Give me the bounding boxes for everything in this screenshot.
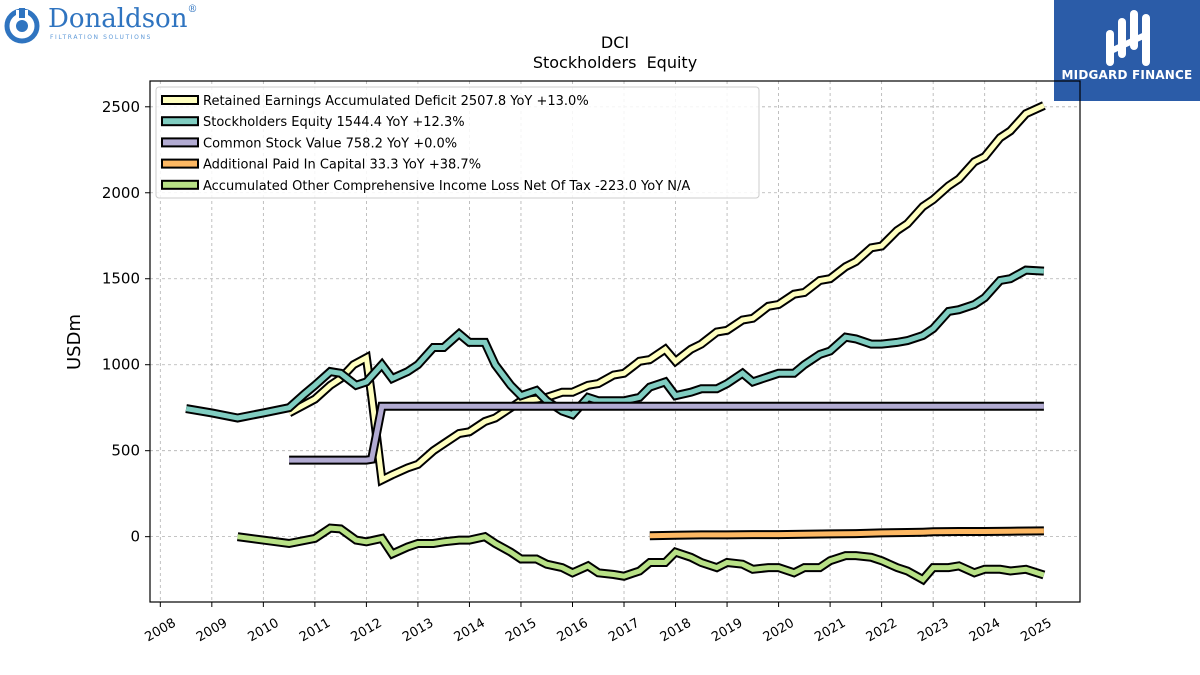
y-axis-ticks: 0 500 1000 1500 2000 2500 <box>102 98 150 546</box>
donaldson-logo-wordmark: Donaldson® <box>48 4 198 34</box>
series-lines <box>185 101 1046 586</box>
x-tick-label: 2011 <box>297 616 333 646</box>
chart-title: DCI <box>601 33 629 52</box>
x-tick-label: 2021 <box>812 616 848 646</box>
legend-swatch-4 <box>161 179 199 190</box>
x-tick-label: 2025 <box>1018 616 1054 646</box>
legend-box <box>155 86 760 199</box>
legend-label-2: Common Stock Value 758.2 YoY +0.0% <box>203 136 457 151</box>
x-tick-label: 2012 <box>349 616 385 646</box>
legend-swatch-0 <box>161 95 199 105</box>
y-tick-label: 0 <box>130 528 140 546</box>
x-tick-label: 2013 <box>400 616 436 646</box>
x-tick-label: 2017 <box>606 616 642 646</box>
legend-label-1: Stockholders Equity 1544.4 YoY +12.3% <box>203 115 465 130</box>
registered-mark: ® <box>187 4 198 15</box>
legend: Retained Earnings Accumulated Deficit 25… <box>155 86 760 199</box>
legend-label-0: Retained Earnings Accumulated Deficit 25… <box>203 94 589 109</box>
x-tick-label: 2014 <box>452 616 488 646</box>
midgard-logo-icon <box>1106 10 1150 66</box>
x-tick-label: 2023 <box>915 616 951 646</box>
x-tick-label: 2019 <box>709 616 745 646</box>
y-tick-label: 2000 <box>102 184 140 202</box>
x-axis-ticks: 2008 2009 2010 2011 2012 2013 2014 2015 2016 2017… <box>142 602 1055 646</box>
x-tick-label: 2009 <box>194 616 230 646</box>
series-2-line <box>289 403 1044 463</box>
y-tick-label: 1000 <box>102 356 140 374</box>
legend-label-3: Additional Paid In Capital 33.3 YoY +38.… <box>203 158 481 173</box>
donaldson-logo-subtitle: FILTRATION SOLUTIONS <box>50 34 152 41</box>
series-1-line <box>185 267 1045 421</box>
midgard-finance-logo: MIDGARD FINANCE <box>1054 0 1200 101</box>
y-tick-label: 500 <box>111 442 140 460</box>
x-tick-label: 2010 <box>246 616 282 646</box>
legend-swatch-1 <box>161 116 199 127</box>
plot-area-frame <box>149 80 1081 603</box>
series-2-outline <box>289 401 1044 465</box>
y-tick-label: 1500 <box>102 270 140 288</box>
x-tick-label: 2022 <box>864 616 900 646</box>
x-tick-label: 2018 <box>658 616 694 646</box>
x-tick-label: 2016 <box>555 616 591 646</box>
x-tick-label: 2015 <box>503 616 539 646</box>
legend-swatch-3 <box>161 158 199 169</box>
x-tick-label: 2024 <box>967 616 1003 646</box>
midgard-logo-text: MIDGARD FINANCE <box>1061 68 1193 82</box>
series-0-line <box>287 103 1045 484</box>
y-axis-label: USDm <box>64 314 85 370</box>
x-tick-label: 2008 <box>142 616 178 646</box>
donaldson-logo-icon <box>4 8 40 44</box>
legend-swatch-2 <box>161 137 199 148</box>
donaldson-logo: Donaldson® FILTRATION SOLUTIONS <box>4 4 197 46</box>
series-3-line <box>649 528 1044 539</box>
legend-label-4: Accumulated Other Comprehensive Income L… <box>203 179 690 194</box>
chart-subtitle: Stockholders Equity <box>533 53 697 72</box>
y-tick-label: 2500 <box>102 98 140 116</box>
x-tick-label: 2020 <box>761 616 797 646</box>
series-4-line <box>237 525 1045 583</box>
